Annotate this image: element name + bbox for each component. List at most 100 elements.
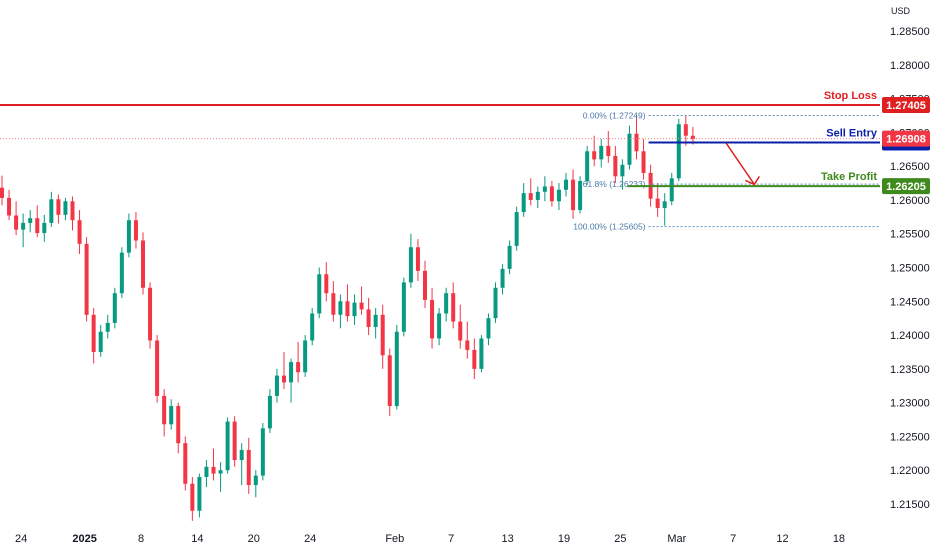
candle-body [260, 428, 265, 476]
candle-body [571, 179, 576, 211]
time-axis[interactable]: 24 2025 8 14 20 24 Feb 7 13 19 25 Mar 7 12 18 [15, 533, 845, 545]
fib-level-label: 100.00% (1.25605) [573, 222, 645, 232]
candle-body [0, 187, 4, 198]
candle-body [14, 215, 19, 230]
date-tick-label: 8 [138, 533, 144, 545]
candle-body [613, 156, 618, 177]
candle-body [282, 375, 286, 383]
price-tick-label: 1.28000 [890, 60, 930, 72]
price-tick-label: 1.26000 [890, 195, 930, 207]
candle-body [514, 212, 519, 246]
price-tick-label: 1.23000 [890, 398, 930, 410]
candle-body [620, 164, 625, 177]
candle-body [105, 322, 110, 332]
price-tick-label: 1.25000 [890, 263, 930, 275]
candle-body [535, 191, 540, 200]
candle-body [204, 466, 209, 477]
candle-body [423, 270, 427, 300]
fib-level-label: 61.8% (1.26233) [583, 179, 646, 189]
candle-body [458, 321, 463, 341]
candle-body [662, 201, 667, 209]
candle-body [331, 293, 336, 315]
price-tick-label: 1.21500 [890, 499, 930, 511]
candle-body [465, 340, 470, 350]
date-tick-label: 24 [304, 533, 316, 545]
price-tick-label: 1.28500 [890, 26, 930, 38]
candle-body [246, 449, 251, 486]
stop-loss-badge [882, 96, 930, 113]
date-tick-label: 14 [191, 533, 203, 545]
candle-body [141, 240, 145, 288]
candle-body [225, 421, 230, 471]
take-profit-label: Take Profit [821, 171, 877, 183]
candle-body [676, 124, 681, 179]
candle-body [430, 299, 435, 339]
candle-body [373, 314, 378, 327]
price-tick-label: 1.22500 [890, 431, 930, 443]
candle-body [324, 274, 329, 294]
candle-body [232, 421, 237, 461]
date-tick-label: 13 [501, 533, 513, 545]
candle-body [451, 293, 456, 322]
candle-body [148, 287, 153, 341]
price-tick-label: 1.24500 [890, 296, 930, 308]
date-tick-label: 7 [448, 533, 454, 545]
candle-body [507, 245, 512, 269]
candle-body [592, 151, 597, 160]
candle-body [345, 301, 350, 317]
candle-body [91, 314, 96, 352]
candle-body [564, 179, 568, 190]
candle-body [197, 476, 202, 511]
candle-body [112, 293, 117, 323]
candle-body [352, 302, 357, 317]
candle-body [155, 340, 160, 396]
candle-body [303, 340, 308, 373]
candle-body [70, 201, 75, 221]
candle-body [289, 362, 294, 383]
date-tick-label: 18 [833, 533, 845, 545]
price-tick-label: 1.22000 [890, 465, 930, 477]
candle-body [366, 309, 371, 327]
candle-body [190, 483, 195, 511]
price-axis[interactable]: USD 1.285001.280001.275001.270001.265001… [890, 6, 930, 511]
candle-body [549, 186, 554, 202]
candle-body [49, 199, 54, 223]
candle-body [42, 222, 47, 234]
candle-body [35, 218, 40, 234]
candle-body [387, 355, 392, 407]
candle-body [394, 331, 399, 407]
candle-body [169, 406, 174, 425]
date-tick-label: Feb [385, 533, 404, 545]
candle-body [479, 338, 484, 369]
candle-body [310, 313, 315, 341]
candle-body [359, 302, 364, 310]
candle-body [176, 406, 181, 444]
candle-body [119, 252, 124, 294]
candle-body [472, 349, 477, 369]
candle-body [133, 220, 138, 241]
candle-body [578, 181, 583, 211]
candle-body [528, 193, 533, 200]
candle-body [585, 151, 590, 182]
candle-body [211, 466, 216, 474]
candle-body [437, 313, 442, 339]
candle-body [126, 220, 131, 253]
overlays-layer: 0.00% (1.27249) 61.8% (1.26233) 100.00% (1… [0, 90, 880, 232]
candle-body [183, 443, 188, 484]
candle-body [415, 247, 420, 271]
date-tick-label: 24 [15, 533, 27, 545]
stop-loss-label: Stop Loss [824, 90, 877, 102]
last-price-badge [882, 130, 930, 147]
candle-body [690, 135, 695, 140]
price-tick-label: 1.25500 [890, 229, 930, 241]
candle-body [634, 133, 639, 152]
candle-body [408, 247, 413, 283]
candle-body [21, 222, 26, 230]
candle-body [63, 201, 68, 215]
candle-body [267, 395, 272, 429]
candle-body [239, 449, 244, 461]
candle-body [641, 151, 646, 173]
price-tick-label: 1.24000 [890, 330, 930, 342]
